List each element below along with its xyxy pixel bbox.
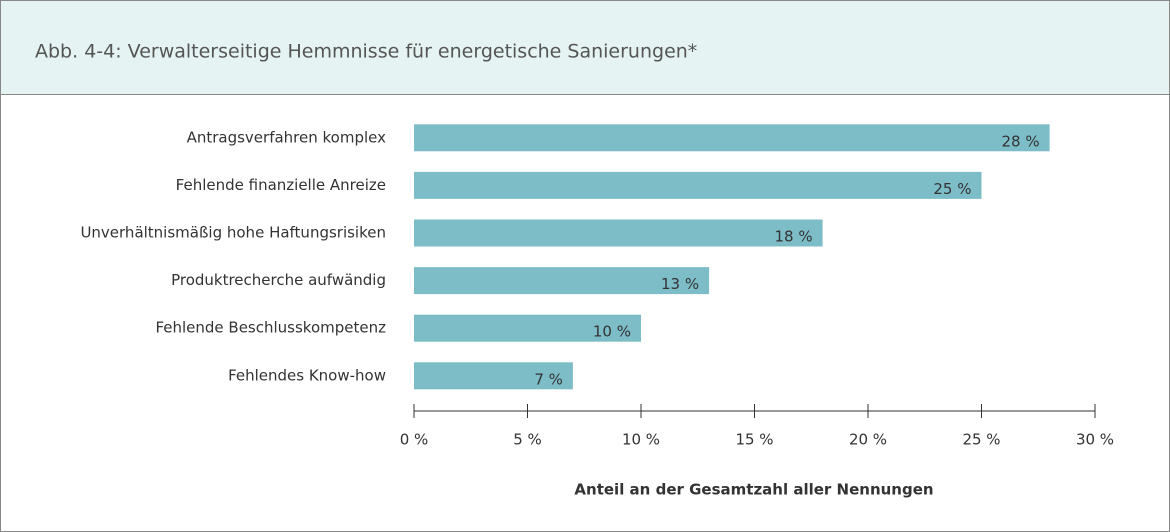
value-label: 13 %	[661, 275, 699, 293]
value-label: 10 %	[593, 323, 631, 341]
bar	[414, 171, 982, 199]
x-tick-label: 15 %	[735, 431, 773, 449]
value-label: 7 %	[534, 370, 563, 388]
y-tick-label: Fehlende finanzielle Anreize	[176, 176, 386, 194]
header-band	[0, 0, 1170, 95]
x-tick-label: 20 %	[849, 431, 887, 449]
x-tick-label: 25 %	[962, 431, 1000, 449]
x-tick-label: 30 %	[1076, 431, 1114, 449]
x-tick-label: 5 %	[513, 431, 542, 449]
bar	[414, 314, 641, 342]
bar	[414, 124, 1050, 152]
value-label: 18 %	[774, 228, 812, 246]
y-tick-label: Fehlende Beschlusskompetenz	[155, 319, 386, 337]
bar	[414, 219, 823, 247]
x-tick-label: 0 %	[400, 431, 429, 449]
y-tick-label: Fehlendes Know-how	[228, 366, 386, 384]
x-axis-label: Anteil an der Gesamtzahl aller Nennungen	[574, 481, 933, 499]
value-label: 25 %	[933, 180, 971, 198]
value-label: 28 %	[1001, 132, 1039, 150]
y-tick-label: Unverhältnismäßig hohe Haftungsrisiken	[80, 224, 386, 242]
y-tick-label: Produktrecherche aufwändig	[171, 271, 386, 289]
x-tick-label: 10 %	[622, 431, 660, 449]
y-tick-label: Antragsverfahren komplex	[187, 128, 387, 146]
bar	[414, 267, 710, 295]
bar	[414, 362, 573, 390]
chart-title: Abb. 4-4: Verwalterseitige Hemmnisse für…	[35, 41, 697, 63]
